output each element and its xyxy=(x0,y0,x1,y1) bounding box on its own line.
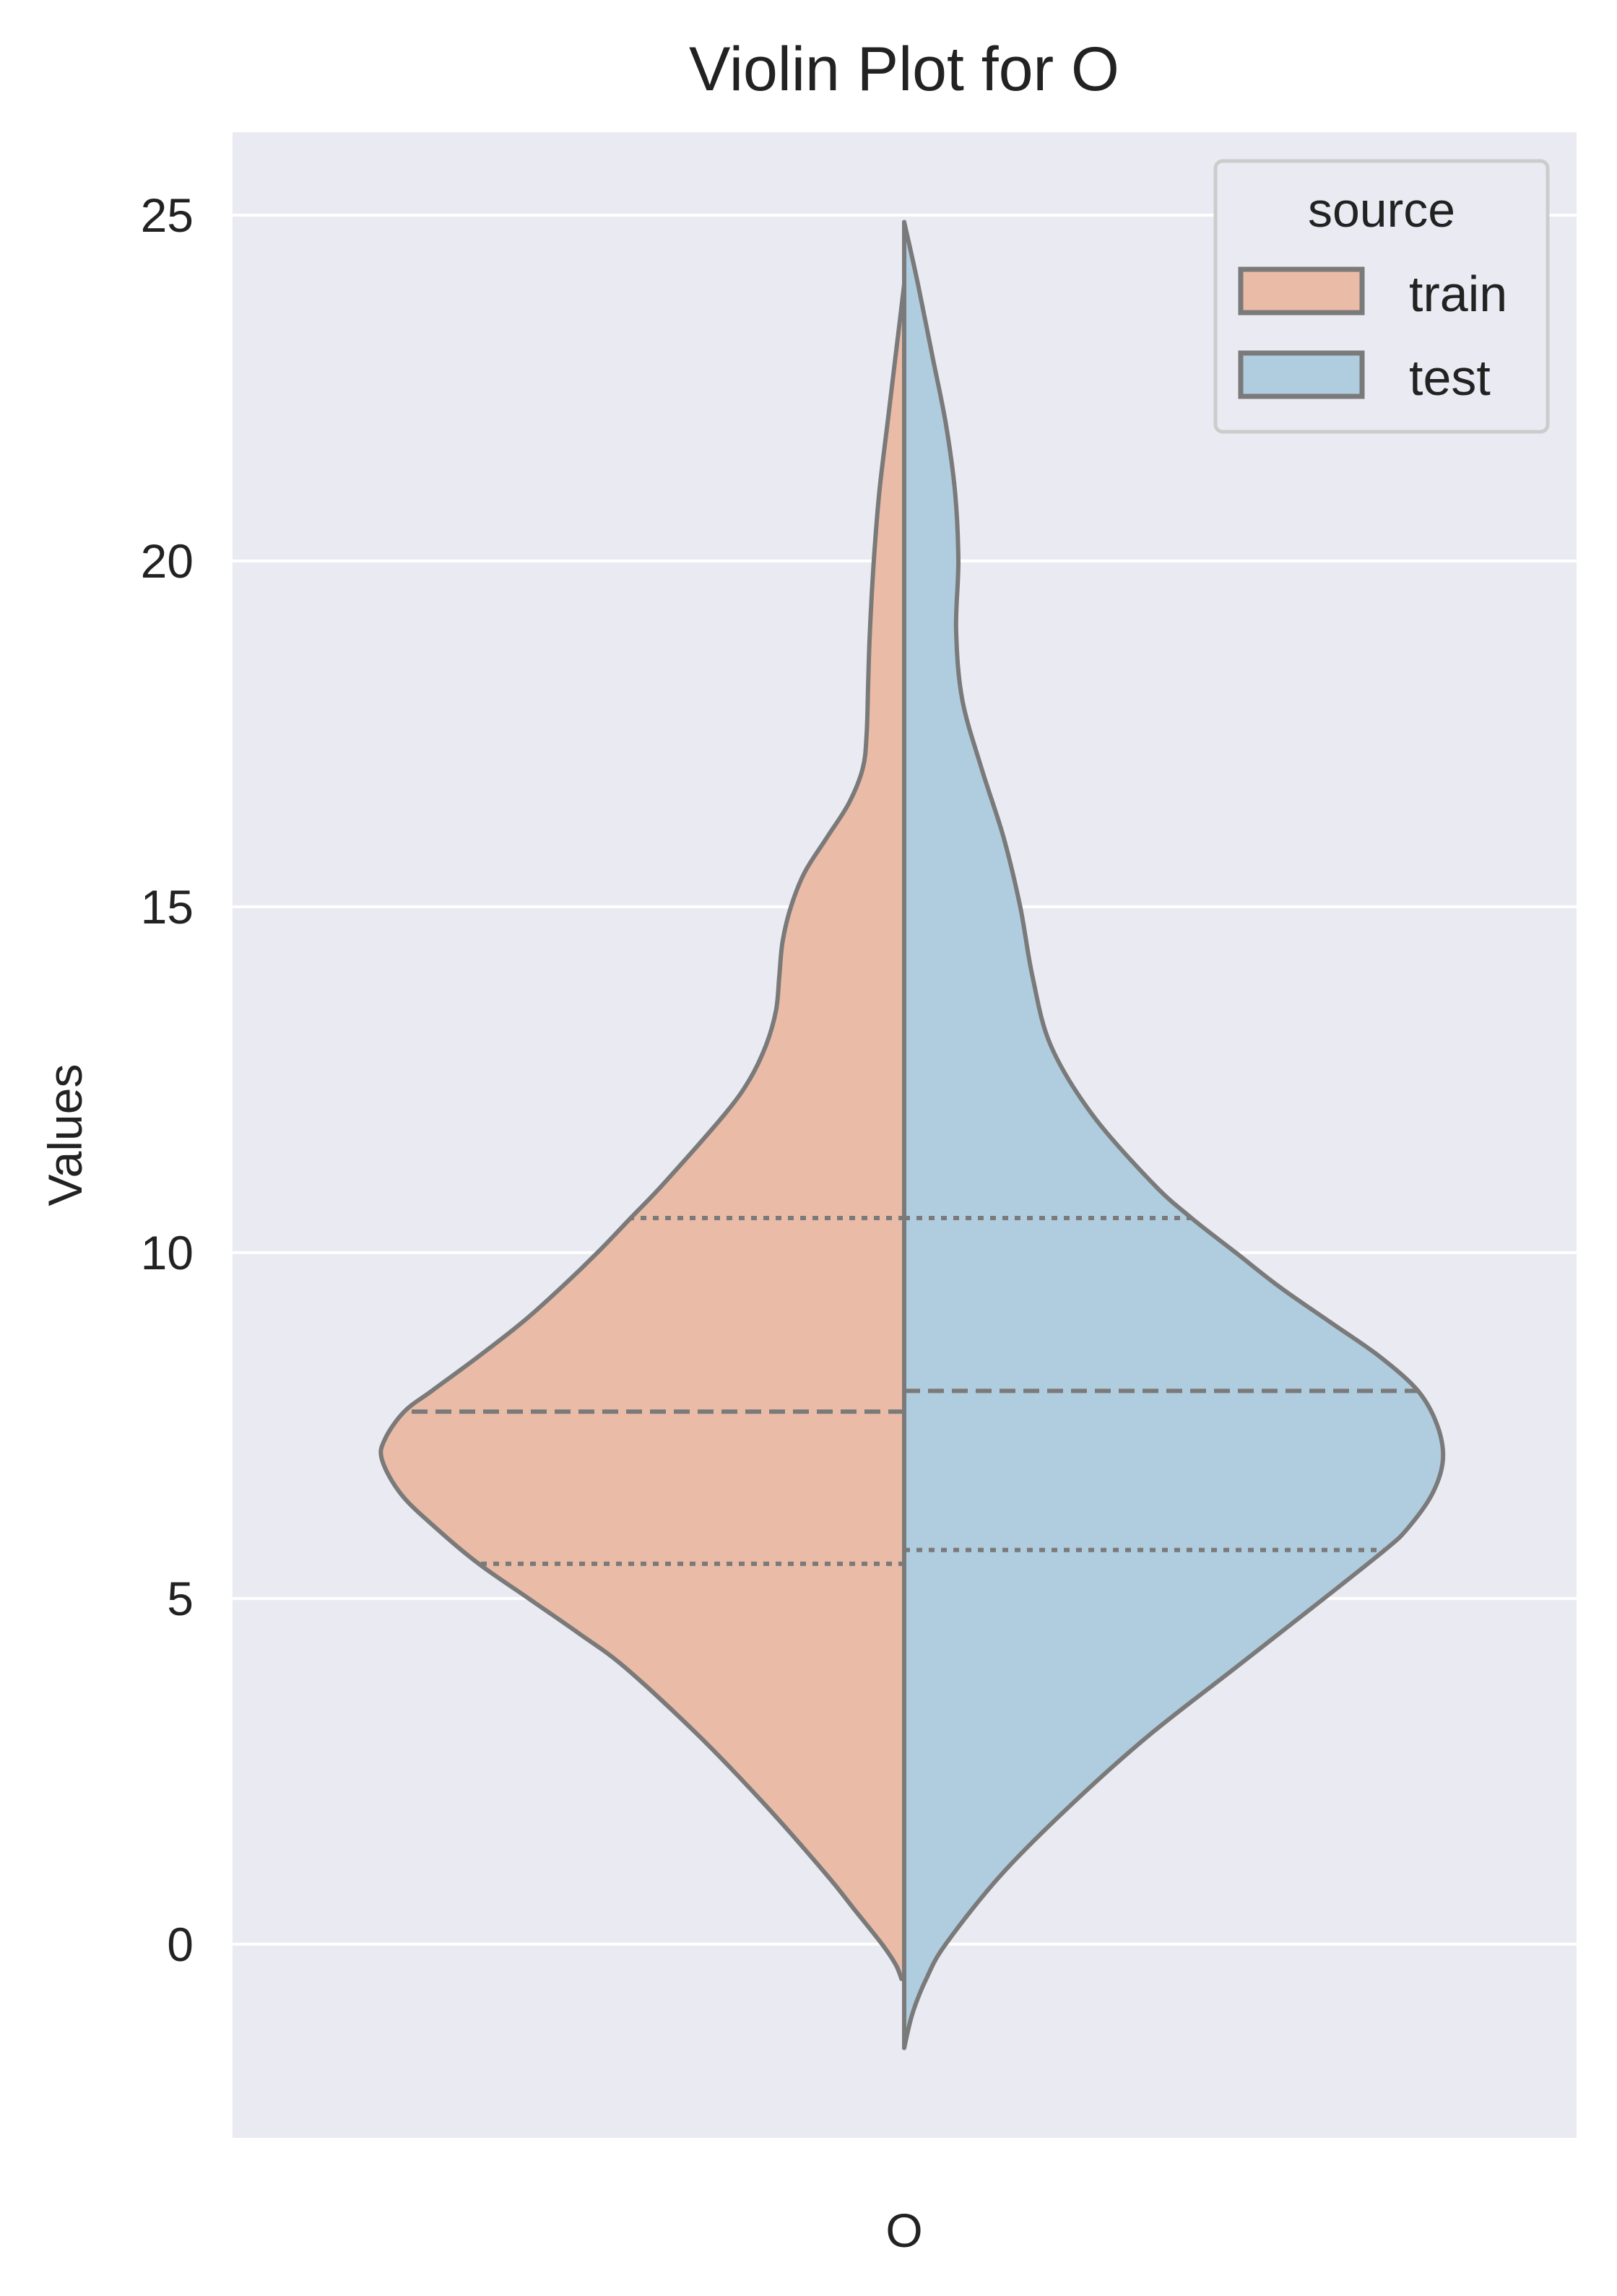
legend-label-test: test xyxy=(1409,349,1491,406)
y-tick-label-20: 20 xyxy=(141,534,194,588)
y-tick-label-5: 5 xyxy=(167,1572,194,1625)
violin-half-test xyxy=(902,219,1446,2051)
violin-half-train xyxy=(378,282,906,1981)
chart-title: Violin Plot for O xyxy=(689,35,1119,104)
legend-label-train: train xyxy=(1409,266,1507,322)
legend-swatch-train xyxy=(1238,266,1365,316)
legend-swatch-test xyxy=(1238,350,1365,399)
y-tick-label-10: 10 xyxy=(141,1226,194,1279)
y-tick-label-25: 25 xyxy=(141,188,194,242)
legend: source train test xyxy=(1213,159,1550,434)
violins xyxy=(378,219,1446,2051)
y-tick-label-15: 15 xyxy=(141,880,194,934)
legend-title: source xyxy=(1308,183,1455,238)
y-ticks: 0 5 10 15 20 25 xyxy=(141,188,194,1971)
y-axis-label: Values xyxy=(38,1064,92,1206)
x-tick-label: O xyxy=(885,2204,922,2257)
y-tick-label-0: 0 xyxy=(167,1918,194,1971)
